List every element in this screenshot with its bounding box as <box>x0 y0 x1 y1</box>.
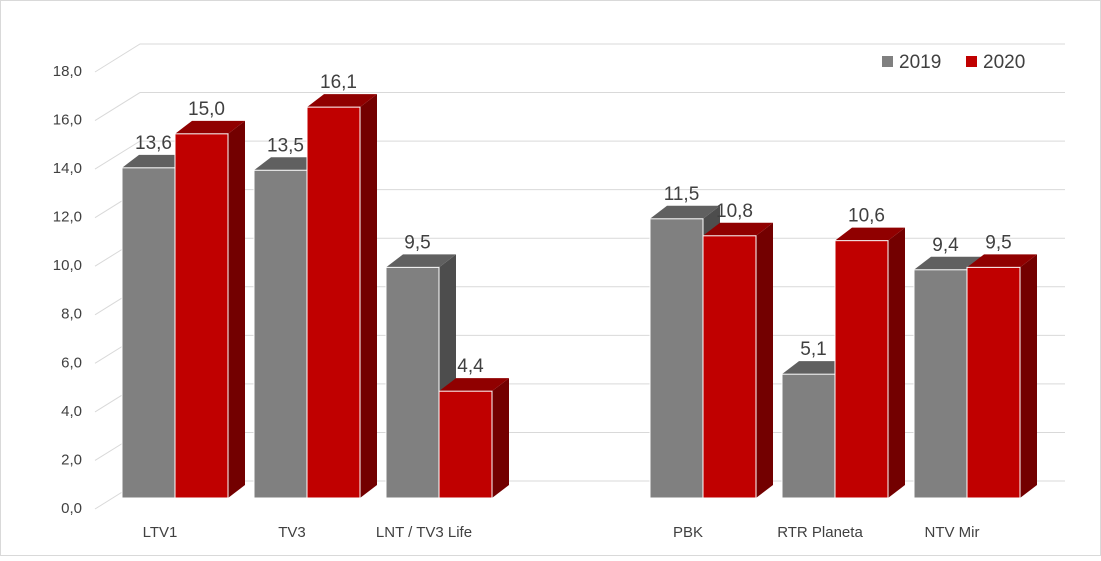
bar <box>385 266 440 499</box>
bar-top <box>650 205 720 219</box>
bar <box>913 269 968 499</box>
bar-side <box>756 222 773 499</box>
value-label: 13,5 <box>267 135 304 156</box>
value-label: 11,5 <box>664 184 700 205</box>
legend-label: 2019 <box>899 52 941 73</box>
x-tick-label: LNT / TV3 Life <box>376 524 472 541</box>
bar-side <box>360 94 377 498</box>
value-label: 15,0 <box>188 99 225 120</box>
bar-side <box>888 227 905 498</box>
y-tick-label: 10,0 <box>53 257 82 274</box>
y-tick-label: 16,0 <box>53 112 82 129</box>
y-tick-label: 2,0 <box>61 451 82 468</box>
legend-label: 2020 <box>983 52 1025 73</box>
x-tick-label: LTV1 <box>143 524 178 541</box>
y-tick-label: 18,0 <box>53 63 82 80</box>
y-tick-label: 6,0 <box>61 354 82 371</box>
bar-top <box>835 227 905 241</box>
bar <box>966 266 1021 499</box>
grid-line <box>94 140 1065 170</box>
legend-swatch <box>882 56 893 67</box>
value-label: 13,6 <box>135 133 172 154</box>
y-tick-label: 4,0 <box>61 403 82 420</box>
bar-top <box>967 254 1037 268</box>
x-tick-label: TV3 <box>278 524 306 541</box>
bar-side <box>1020 254 1037 498</box>
x-tick-label: NTV Mir <box>925 524 980 541</box>
grid-line <box>94 43 1065 73</box>
bar <box>649 218 704 499</box>
bar <box>702 235 757 499</box>
bar-top <box>439 378 509 392</box>
bar-top <box>386 254 456 268</box>
value-label: 4,4 <box>457 356 484 377</box>
bar-side <box>228 120 245 498</box>
grid-line <box>94 92 1065 121</box>
bar-top <box>175 120 245 134</box>
value-label: 10,6 <box>848 206 885 227</box>
bar <box>306 106 361 499</box>
bar-side <box>492 378 509 498</box>
legend-swatch <box>966 56 977 67</box>
bar <box>781 373 836 499</box>
value-label: 10,8 <box>716 201 753 222</box>
x-tick-label: PBK <box>673 524 703 541</box>
bar <box>174 133 229 499</box>
value-label: 16,1 <box>320 72 357 93</box>
bar-top <box>914 256 984 270</box>
y-tick-label: 0,0 <box>61 500 82 517</box>
y-tick-label: 8,0 <box>61 306 82 323</box>
value-label: 5,1 <box>800 339 826 360</box>
value-label: 9,5 <box>985 232 1011 253</box>
bar <box>834 240 889 499</box>
y-tick-label: 12,0 <box>53 209 82 226</box>
bar-top <box>703 222 773 236</box>
value-label: 9,5 <box>404 232 430 253</box>
bar <box>121 167 176 499</box>
bar <box>438 390 493 499</box>
x-tick-label: RTR Planeta <box>777 524 863 541</box>
bar-top <box>307 94 377 108</box>
bar <box>253 169 308 499</box>
value-label: 9,4 <box>932 235 959 256</box>
y-tick-label: 14,0 <box>53 160 82 177</box>
